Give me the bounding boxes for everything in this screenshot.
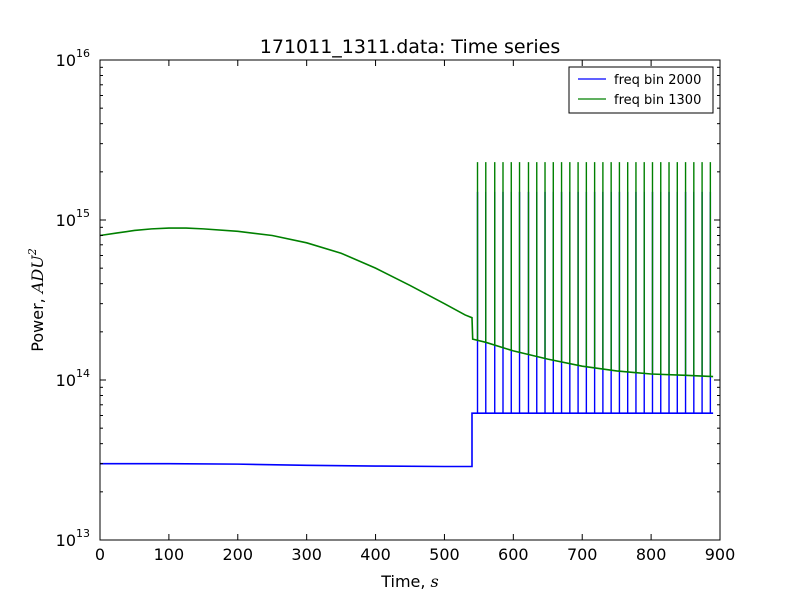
chart-title: 171011_1311.data: Time series <box>260 36 560 58</box>
y-tick-exponent: 14 <box>76 367 90 380</box>
series-freq-bin-1300 <box>99 162 714 378</box>
y-axis-unit-exponent: 2 <box>26 248 39 256</box>
y-tick-label: 1016 <box>56 47 90 70</box>
plot-area: 0 100 200 300 400 500 600 700 800 900101310141015… <box>56 47 736 564</box>
series-line-freq-bin-1300 <box>99 227 714 378</box>
x-tick-label: 300 <box>291 545 322 564</box>
series-layer <box>99 162 714 468</box>
y-axis-label: Power, ADU2 <box>26 248 47 351</box>
x-axis-unit: s <box>431 572 439 591</box>
x-tick-label: 800 <box>636 545 667 564</box>
x-axis-label: Time, s <box>380 572 439 591</box>
legend: freq bin 2000 freq bin 1300 <box>568 66 714 114</box>
ticks-layer: 0 100 200 300 400 500 600 700 800 900101310141015… <box>56 47 736 564</box>
y-axis-label-text: Power, <box>28 293 47 352</box>
x-tick-label: 100 <box>154 545 185 564</box>
y-tick-label: 1015 <box>56 207 90 230</box>
x-tick-label: 900 <box>705 545 736 564</box>
x-tick-label: 200 <box>223 545 254 564</box>
plot-frame <box>99 59 721 541</box>
y-tick-label: 1013 <box>56 527 90 550</box>
x-tick-label: 600 <box>498 545 529 564</box>
x-tick-label: 700 <box>567 545 598 564</box>
y-axis-unit: ADU <box>28 255 47 295</box>
x-tick-label: 400 <box>360 545 391 564</box>
legend-box <box>568 66 714 114</box>
y-tick-base: 10 <box>56 531 76 550</box>
legend-entry-freq-bin-1300: freq bin 1300 <box>614 93 701 108</box>
x-axis-label-text: Time, <box>380 572 430 591</box>
y-tick-base: 10 <box>56 51 76 70</box>
series-line-freq-bin-2000 <box>100 412 714 468</box>
x-tick-label: 0 <box>95 545 105 564</box>
x-tick-label: 500 <box>429 545 460 564</box>
y-tick-base: 10 <box>56 371 76 390</box>
y-tick-label: 1014 <box>56 367 90 390</box>
y-tick-exponent: 15 <box>76 207 90 220</box>
y-tick-exponent: 13 <box>76 527 90 540</box>
y-tick-exponent: 16 <box>76 47 90 60</box>
legend-entry-freq-bin-2000: freq bin 2000 <box>614 73 701 88</box>
y-tick-base: 10 <box>56 211 76 230</box>
